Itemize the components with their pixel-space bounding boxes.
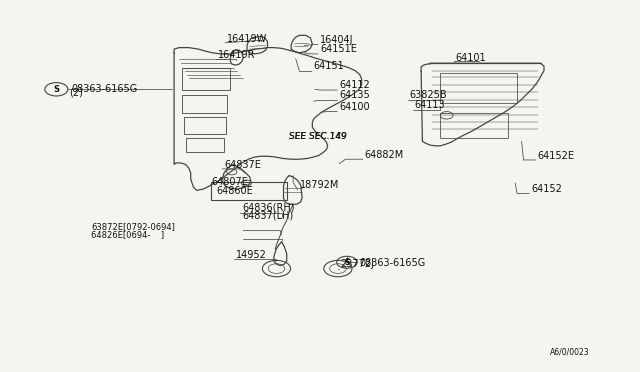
Text: 08363-6165G: 08363-6165G: [72, 84, 138, 94]
Text: 64101: 64101: [456, 53, 486, 63]
Text: 64860E: 64860E: [216, 186, 253, 196]
Bar: [186, 138, 224, 152]
Text: 64113: 64113: [415, 100, 445, 110]
Bar: [440, 73, 517, 103]
Text: 64112: 64112: [339, 80, 370, 90]
Text: S: S: [53, 85, 60, 94]
Text: A6/0/0023: A6/0/0023: [550, 347, 590, 356]
Text: 64837(LH): 64837(LH): [242, 211, 293, 221]
Text: 16404J: 16404J: [320, 35, 353, 45]
Text: 23772J: 23772J: [340, 259, 374, 269]
Text: 16419W: 16419W: [227, 34, 268, 44]
Text: 64151E: 64151E: [320, 44, 357, 54]
Bar: [211, 182, 287, 200]
Text: 64807E: 64807E: [211, 177, 248, 187]
Bar: [440, 113, 508, 138]
Text: 18792M: 18792M: [300, 180, 339, 190]
Text: SEE SEC.149: SEE SEC.149: [289, 132, 348, 141]
Text: S: S: [344, 258, 349, 267]
Text: 63872E[0792-0694]: 63872E[0792-0694]: [91, 222, 175, 231]
Text: 64837E: 64837E: [224, 160, 261, 170]
Text: 64152E: 64152E: [538, 151, 575, 161]
Text: 64135: 64135: [339, 90, 370, 100]
Text: 64100: 64100: [339, 102, 370, 112]
Text: (2): (2): [69, 87, 83, 97]
Text: 64152: 64152: [531, 184, 562, 194]
Text: 64826E[0694-    ]: 64826E[0694- ]: [91, 230, 164, 239]
Text: 08363-6165G: 08363-6165G: [360, 258, 426, 268]
Text: 16419R: 16419R: [218, 49, 255, 60]
Text: 64836(RH): 64836(RH): [242, 203, 294, 213]
Text: 14952: 14952: [236, 250, 266, 260]
Bar: [184, 117, 226, 134]
Text: 64151: 64151: [314, 61, 344, 71]
Text: 63825B: 63825B: [410, 90, 447, 100]
Text: SEE SEC.149: SEE SEC.149: [289, 132, 347, 141]
Bar: [182, 95, 227, 113]
Bar: [182, 68, 230, 90]
Text: 64882M: 64882M: [365, 150, 404, 160]
